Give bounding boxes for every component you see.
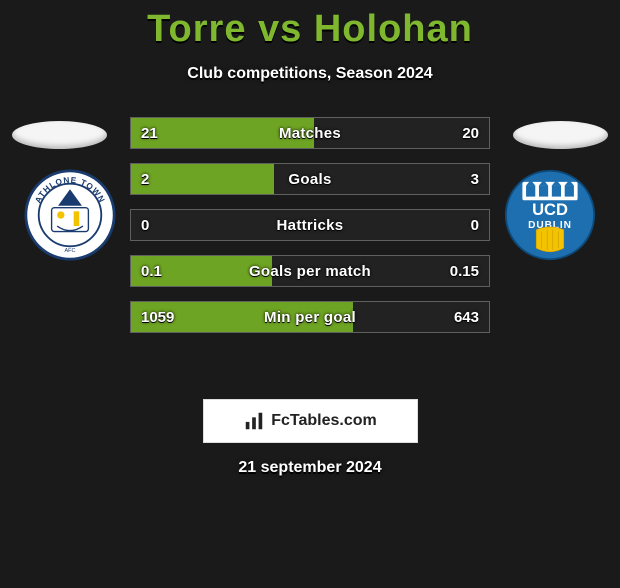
chart-icon bbox=[243, 410, 265, 432]
stat-right-value: 643 bbox=[444, 302, 489, 332]
stat-label: Matches bbox=[131, 118, 489, 148]
badge-left-bottom-text: AFC bbox=[64, 248, 75, 254]
stat-label: Goals bbox=[131, 164, 489, 194]
page-title: Torre vs Holohan bbox=[0, 8, 620, 51]
stat-right-value: 20 bbox=[452, 118, 489, 148]
brand-box[interactable]: FcTables.com bbox=[203, 399, 418, 443]
badge-right-top-text: UCD bbox=[532, 200, 568, 219]
stat-row: 0.1Goals per match0.15 bbox=[130, 255, 490, 287]
stat-row: 0Hattricks0 bbox=[130, 209, 490, 241]
flag-right bbox=[513, 121, 608, 149]
stats-list: 21Matches20 2Goals3 0Hattricks0 0.1Goals pe… bbox=[130, 117, 490, 333]
stat-label: Goals per match bbox=[131, 256, 489, 286]
stat-row: 21Matches20 bbox=[130, 117, 490, 149]
brand-text: FcTables.com bbox=[271, 412, 377, 430]
comparison-panel: ATHLONE TOWN AFC UCD bbox=[0, 111, 620, 371]
footer-date: 21 september 2024 bbox=[0, 459, 620, 477]
flag-left bbox=[12, 121, 107, 149]
stat-label: Hattricks bbox=[131, 210, 489, 240]
team-badge-left: ATHLONE TOWN AFC bbox=[24, 169, 116, 261]
stat-right-value: 0 bbox=[461, 210, 489, 240]
subtitle: Club competitions, Season 2024 bbox=[0, 65, 620, 83]
stat-row: 1059Min per goal643 bbox=[130, 301, 490, 333]
stat-row: 2Goals3 bbox=[130, 163, 490, 195]
team-badge-right: UCD DUBLIN bbox=[504, 169, 596, 261]
stat-label: Min per goal bbox=[131, 302, 489, 332]
stat-right-value: 0.15 bbox=[440, 256, 489, 286]
stat-right-value: 3 bbox=[461, 164, 489, 194]
